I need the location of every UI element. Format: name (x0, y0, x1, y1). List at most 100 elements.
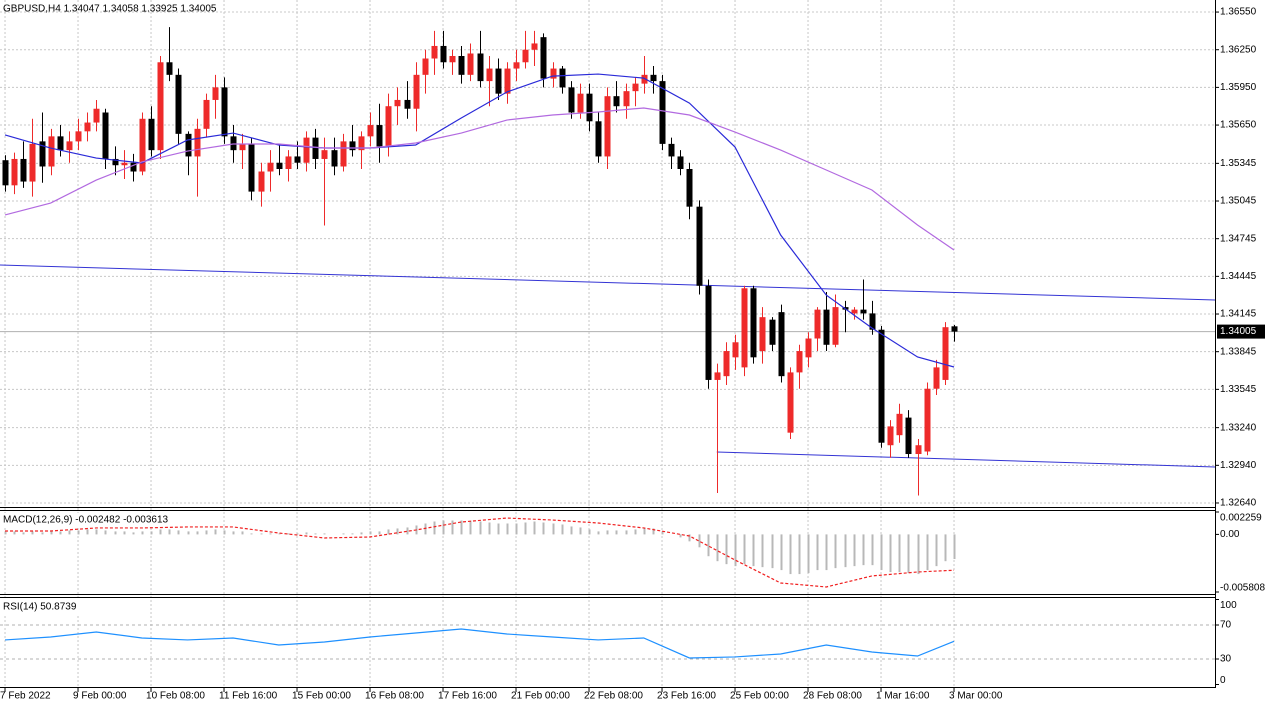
candle-body (559, 68, 566, 88)
candle-body (57, 136, 64, 151)
candle-body (805, 338, 812, 358)
candle-body (540, 37, 547, 79)
candle-body (331, 150, 338, 167)
x-tick-label: 7 Feb 2022 (0, 691, 51, 702)
candle-body (321, 150, 328, 159)
y-tick-label: 30 (1220, 654, 1232, 665)
candle-body (723, 351, 730, 377)
candle-body (312, 137, 319, 159)
candle-body (394, 99, 401, 107)
candle-body (677, 156, 684, 169)
candle-body (477, 53, 484, 82)
candle-body (522, 49, 529, 63)
candle-body (75, 131, 82, 142)
candle-body (422, 58, 429, 75)
candle-body (613, 96, 620, 107)
y-tick-label: 1.33240 (1220, 422, 1257, 433)
candle-body (915, 445, 922, 455)
candle-body (778, 312, 785, 377)
candle-body (796, 351, 803, 373)
x-tick-label: 1 Mar 16:00 (876, 691, 930, 702)
x-tick-label: 15 Feb 00:00 (292, 691, 351, 702)
candle-body (166, 62, 173, 75)
moving-average (4, 107, 955, 251)
candle-body (905, 417, 912, 455)
x-tick-label: 23 Feb 16:00 (657, 691, 716, 702)
x-tick-label: 11 Feb 16:00 (219, 691, 278, 702)
y-tick-label: 1.35650 (1220, 120, 1257, 131)
x-tick-label: 10 Feb 08:00 (146, 691, 205, 702)
candle-body (942, 327, 949, 380)
candle-body (303, 137, 310, 163)
candle-body (623, 91, 630, 107)
x-tick-label: 3 Mar 00:00 (949, 691, 1003, 702)
candle-body (102, 112, 109, 159)
current-price-box (1217, 324, 1265, 339)
candle-body (385, 106, 392, 147)
candle-body (294, 156, 301, 163)
candle-body (860, 309, 867, 314)
candle-body (550, 68, 557, 79)
x-tick-label: 25 Feb 00:00 (730, 691, 789, 702)
candle-body (595, 121, 602, 157)
macd-label: MACD(12,26,9) -0.002482 -0.003613 (3, 515, 169, 526)
candle-body (148, 118, 155, 151)
candle-body (586, 93, 593, 122)
y-tick-label: 1.34445 (1220, 271, 1257, 282)
candle-body (413, 74, 420, 109)
candle-body (951, 326, 958, 332)
mark-layer (0, 27, 1216, 659)
candle-body (851, 309, 858, 314)
candle-body (93, 108, 100, 123)
candle-body (2, 160, 9, 186)
candle-body (376, 125, 383, 147)
candle-body (48, 136, 55, 167)
candle-body (258, 171, 265, 192)
y-tick-label: -0.005808 (1220, 583, 1265, 594)
candle-body (632, 83, 639, 92)
candle-body (431, 45, 438, 59)
candle-body (486, 68, 493, 82)
candle-body (641, 74, 648, 84)
candle-body (896, 413, 903, 436)
candle-body (668, 143, 675, 157)
candle-body (212, 87, 219, 100)
label-backdrop (0, 600, 86, 614)
y-tick-label: 1.33845 (1220, 346, 1257, 357)
y-tick-label: 0.002259 (1220, 513, 1262, 524)
candle-body (604, 96, 611, 157)
candle-body (112, 158, 119, 166)
candle-body (769, 319, 776, 345)
candle-body (221, 87, 228, 137)
candle-body (495, 68, 502, 94)
candle-body (340, 141, 347, 167)
y-tick-label: 1.36550 (1220, 7, 1257, 18)
x-tick-label: 17 Feb 16:00 (438, 691, 497, 702)
candle-body (139, 118, 146, 172)
rsi-label: RSI(14) 50.8739 (3, 602, 77, 613)
candle-body (787, 372, 794, 433)
x-tick-label: 22 Feb 08:00 (584, 691, 643, 702)
y-tick-label: 1.34745 (1220, 233, 1257, 244)
candle-body (248, 143, 255, 192)
chart-title: GBPUSD,H4 1.34047 1.34058 1.33925 1.3400… (3, 4, 217, 15)
candle-body (686, 169, 693, 207)
y-tick-label: 0 (1220, 675, 1226, 686)
y-tick-label: 0.00 (1220, 529, 1240, 540)
candle-body (924, 388, 931, 452)
candle-body (175, 74, 182, 134)
y-tick-label: 1.35950 (1220, 82, 1257, 93)
candle-body (504, 68, 511, 94)
candle-body (832, 307, 839, 345)
candle-body (267, 162, 274, 172)
candle-body (39, 141, 46, 167)
candle-body (29, 143, 36, 182)
candle-body (66, 141, 73, 151)
candle-body (814, 309, 821, 339)
candle-body (440, 45, 447, 63)
x-tick-label: 21 Feb 00:00 (511, 691, 570, 702)
candle-body (759, 317, 766, 352)
label-layer: GBPUSD,H4 1.34047 1.34058 1.33925 1.3400… (0, 4, 1265, 702)
y-tick-label: 1.32640 (1220, 498, 1257, 509)
candle-body (887, 426, 894, 446)
